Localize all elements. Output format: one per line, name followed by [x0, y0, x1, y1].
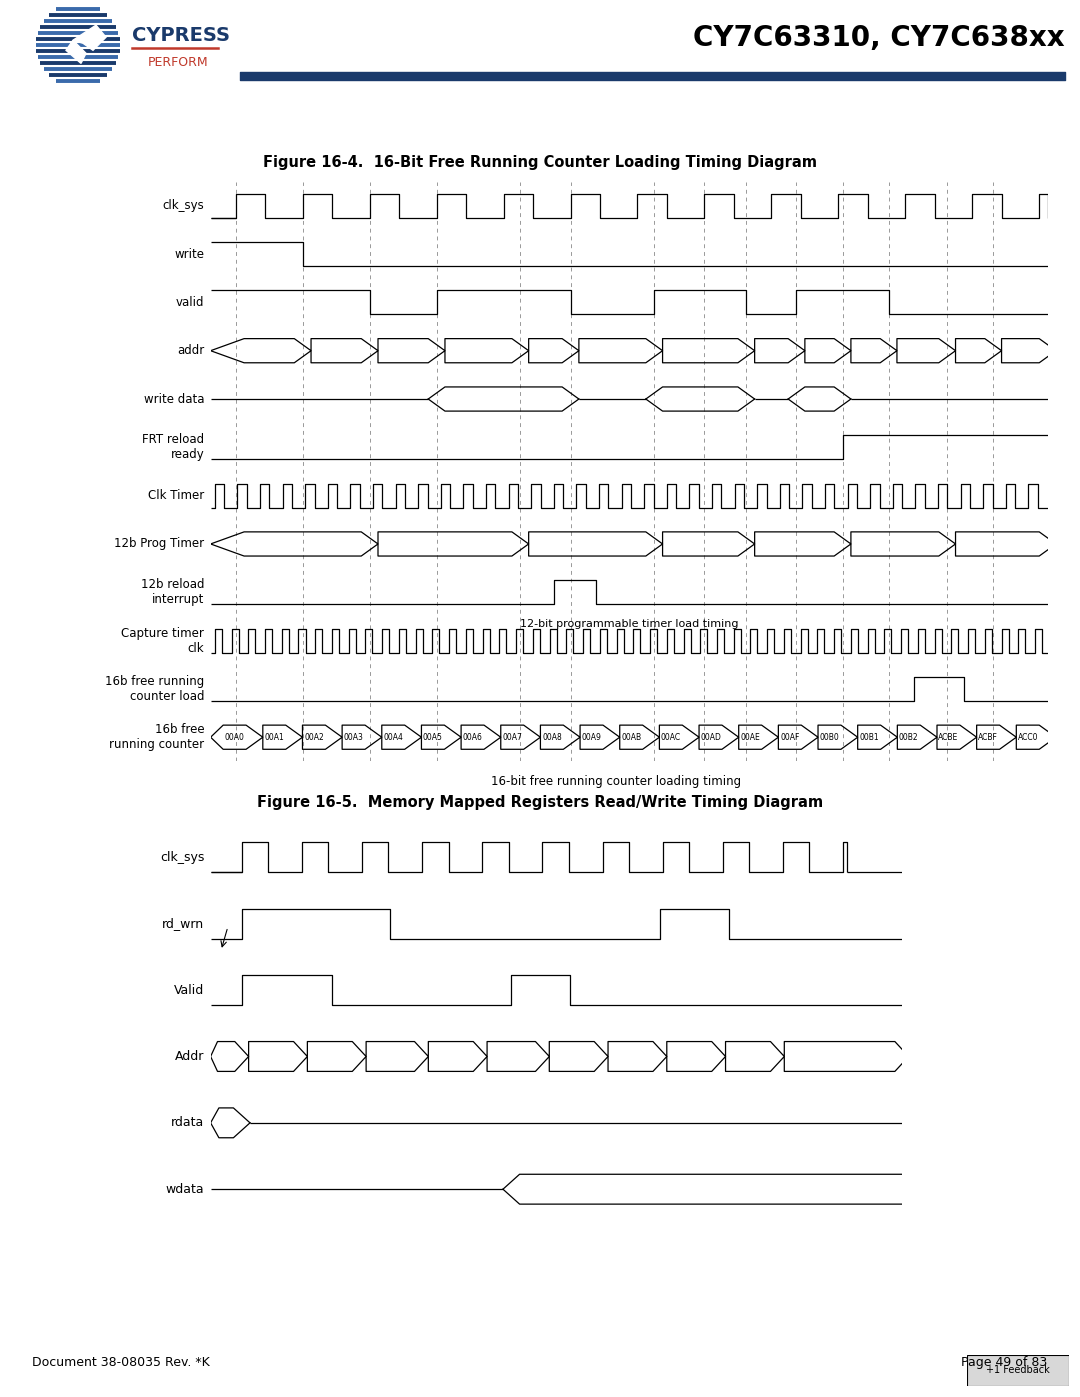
Text: 16-bit free running counter loading timing: 16-bit free running counter loading timi… — [490, 775, 741, 788]
Text: 12b Prog Timer: 12b Prog Timer — [114, 538, 204, 550]
Text: 16b free
running counter: 16b free running counter — [109, 724, 204, 752]
Text: 00AD: 00AD — [700, 732, 721, 742]
Text: 00A1: 00A1 — [265, 732, 284, 742]
Text: 00A9: 00A9 — [582, 732, 602, 742]
Text: CYPRESS: CYPRESS — [132, 25, 230, 45]
Text: 00AF: 00AF — [780, 732, 799, 742]
Text: wdata: wdata — [165, 1183, 204, 1196]
Text: 00A0: 00A0 — [225, 732, 244, 742]
Text: Page 49 of 83: Page 49 of 83 — [961, 1356, 1048, 1369]
Text: clk_sys: clk_sys — [162, 200, 204, 212]
Text: CY7C63310, CY7C638xx: CY7C63310, CY7C638xx — [693, 24, 1065, 52]
Text: +1 Feedback: +1 Feedback — [986, 1365, 1050, 1376]
Text: Valid: Valid — [174, 983, 204, 996]
Text: Figure 16-5.  Memory Mapped Registers Read/Write Timing Diagram: Figure 16-5. Memory Mapped Registers Rea… — [257, 795, 823, 810]
Text: write data: write data — [144, 393, 204, 405]
Text: 00AC: 00AC — [661, 732, 680, 742]
Text: write: write — [174, 247, 204, 261]
Text: Document 38-08035 Rev. *K: Document 38-08035 Rev. *K — [32, 1356, 211, 1369]
Text: 00A7: 00A7 — [502, 732, 522, 742]
FancyBboxPatch shape — [967, 1355, 1069, 1386]
Text: 12-bit programmable timer load timing: 12-bit programmable timer load timing — [519, 619, 739, 629]
Text: 00A8: 00A8 — [542, 732, 562, 742]
Text: clk_sys: clk_sys — [160, 851, 204, 863]
Text: ACBF: ACBF — [978, 732, 998, 742]
Text: 00B2: 00B2 — [899, 732, 919, 742]
Text: 00A2: 00A2 — [305, 732, 324, 742]
Text: 00A4: 00A4 — [383, 732, 403, 742]
Text: 00B1: 00B1 — [860, 732, 879, 742]
Text: PERFORM: PERFORM — [148, 56, 208, 68]
Text: 00AE: 00AE — [740, 732, 760, 742]
Text: rdata: rdata — [171, 1116, 204, 1129]
Text: Figure 16-4.  16-Bit Free Running Counter Loading Timing Diagram: Figure 16-4. 16-Bit Free Running Counter… — [264, 155, 816, 170]
Polygon shape — [73, 25, 106, 50]
Text: rd_wrn: rd_wrn — [162, 918, 204, 930]
Text: 00B0: 00B0 — [820, 732, 839, 742]
Polygon shape — [66, 41, 86, 63]
Text: 16b free running
counter load: 16b free running counter load — [105, 675, 204, 703]
Text: 00A6: 00A6 — [462, 732, 483, 742]
Text: Capture timer
clk: Capture timer clk — [121, 627, 204, 655]
Text: 12b reload
interrupt: 12b reload interrupt — [140, 578, 204, 606]
Text: ACC0: ACC0 — [1017, 732, 1038, 742]
Text: 00AB: 00AB — [621, 732, 642, 742]
Text: addr: addr — [177, 344, 204, 358]
Text: valid: valid — [176, 296, 204, 309]
Text: ACBE: ACBE — [939, 732, 959, 742]
Text: 00A5: 00A5 — [423, 732, 443, 742]
Text: FRT reload
ready: FRT reload ready — [143, 433, 204, 461]
Text: Clk Timer: Clk Timer — [148, 489, 204, 502]
Text: Addr: Addr — [175, 1051, 204, 1063]
Text: 00A3: 00A3 — [343, 732, 364, 742]
